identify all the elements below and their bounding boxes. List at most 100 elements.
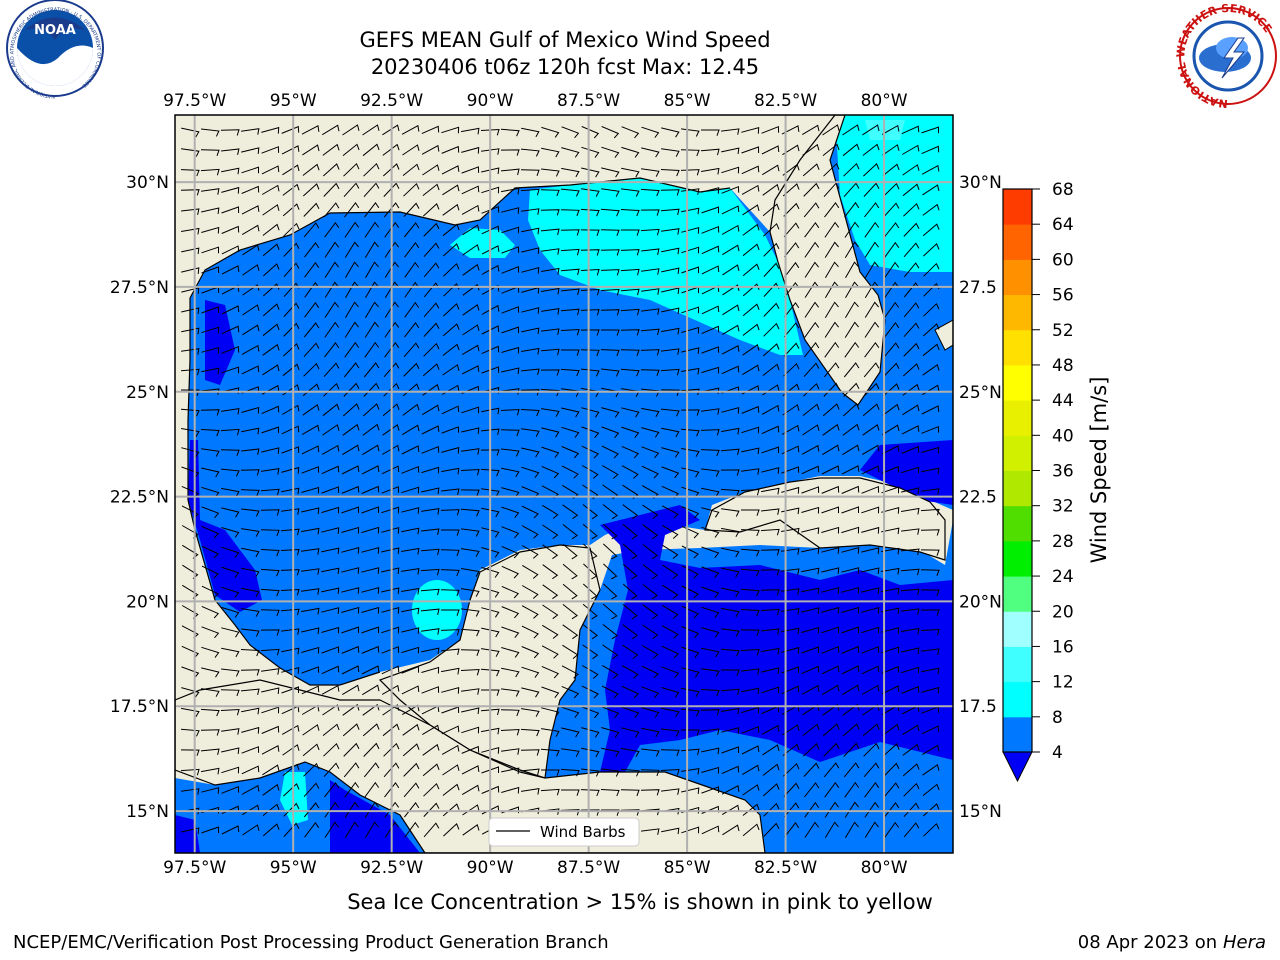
- wind-barb: [763, 242, 780, 257]
- wind-barb: [881, 685, 900, 695]
- wind-barb: [201, 246, 219, 254]
- colorbar-segment: [1003, 576, 1032, 612]
- wind-barb: [422, 203, 440, 217]
- wind-barb: [220, 468, 240, 477]
- wind-barb: [761, 686, 779, 694]
- wind-barb: [442, 343, 460, 356]
- wind-barb: [845, 281, 859, 299]
- lon-label-bottom: 90°W: [467, 858, 514, 878]
- wind-barb: [660, 189, 680, 196]
- wind-barb: [462, 324, 480, 336]
- wind-barb: [481, 587, 500, 598]
- wind-barb: [861, 626, 880, 634]
- wind-barb: [501, 767, 520, 775]
- wind-barb: [901, 487, 920, 494]
- wind-barb: [541, 465, 560, 479]
- wind-barb: [721, 407, 740, 414]
- wind-barb: [241, 547, 260, 558]
- wind-barb: [922, 343, 940, 357]
- wind-barb: [721, 224, 740, 235]
- wind-barb: [201, 585, 219, 599]
- wind-barb: [382, 143, 400, 156]
- wind-barb: [540, 348, 560, 356]
- wind-barb: [403, 342, 420, 358]
- wind-barb: [324, 221, 340, 238]
- wind-barb: [842, 403, 860, 417]
- wind-barb: [201, 767, 220, 775]
- wind-barb: [422, 724, 440, 736]
- wind-barb: [844, 301, 859, 318]
- wind-barb: [560, 368, 580, 377]
- wind-barb: [303, 342, 320, 358]
- wind-barb: [501, 207, 520, 214]
- wind-barb: [303, 222, 320, 238]
- wind-barb: [322, 163, 340, 177]
- wind-barb: [721, 746, 739, 754]
- wind-barb: [661, 707, 680, 718]
- wind-barb: [421, 686, 440, 694]
- wind-barb: [403, 222, 420, 238]
- wind-barb: [763, 302, 780, 317]
- wind-barb: [283, 242, 300, 257]
- wind-barb: [802, 704, 820, 716]
- wind-barb: [701, 167, 720, 175]
- wind-barb: [721, 785, 740, 795]
- wind-barb: [361, 526, 380, 534]
- wind-barb: [901, 528, 920, 535]
- wind-barb: [801, 527, 820, 534]
- lon-label-bottom: 92.5°W: [360, 858, 423, 878]
- wind-barb: [901, 647, 920, 654]
- wind-barb: [920, 609, 940, 616]
- wind-barb: [922, 763, 940, 776]
- wind-barb: [804, 241, 820, 258]
- wind-barb: [884, 222, 900, 238]
- wind-barb: [742, 823, 760, 837]
- wind-barb: [501, 306, 520, 314]
- wind-barb: [920, 529, 940, 536]
- wind-barb: [784, 242, 800, 258]
- wind-barb: [580, 329, 600, 336]
- wind-barb: [281, 724, 300, 735]
- wind-barb: [661, 645, 680, 659]
- wind-barb: [381, 486, 400, 494]
- wind-barb: [843, 162, 860, 177]
- wind-barb: [381, 587, 400, 594]
- wind-barb: [501, 187, 520, 195]
- wind-barb: [364, 781, 380, 798]
- wind-barb: [580, 789, 600, 797]
- wind-barb: [762, 343, 780, 357]
- colorbar-segment: [1003, 329, 1032, 366]
- wind-barb: [844, 781, 860, 798]
- wind-barb: [282, 183, 300, 196]
- lon-label-top: 80°W: [861, 91, 908, 111]
- wind-barb: [302, 724, 320, 736]
- wind-barb: [701, 265, 720, 275]
- wind-barb: [260, 509, 280, 516]
- wind-barb: [181, 447, 200, 458]
- wind-barb: [261, 668, 280, 675]
- colorbar-tick-label: 12: [1052, 673, 1074, 693]
- wind-barb: [341, 587, 360, 594]
- wind-barb: [241, 166, 259, 174]
- wind-barb: [303, 362, 320, 377]
- legend-label: Wind Barbs: [540, 823, 626, 841]
- wind-barb: [441, 725, 460, 735]
- wind-barb: [862, 143, 880, 156]
- wind-barb: [481, 507, 500, 518]
- wind-barb: [903, 322, 920, 338]
- wind-barb: [481, 148, 500, 155]
- wind-barb: [761, 425, 780, 435]
- wind-barb: [181, 389, 200, 396]
- wind-barb: [422, 183, 440, 196]
- wind-barb: [501, 448, 520, 457]
- wind-barb: [384, 301, 399, 318]
- wind-barb: [881, 607, 900, 615]
- colorbar-tick-label: 8: [1052, 708, 1063, 728]
- wind-barb: [721, 587, 740, 598]
- wind-barb: [841, 526, 860, 534]
- wind-barb: [344, 801, 359, 818]
- wind-barb: [903, 822, 920, 838]
- wind-barb: [241, 205, 260, 215]
- wind-barb: [181, 687, 200, 698]
- wind-barb: [580, 288, 600, 296]
